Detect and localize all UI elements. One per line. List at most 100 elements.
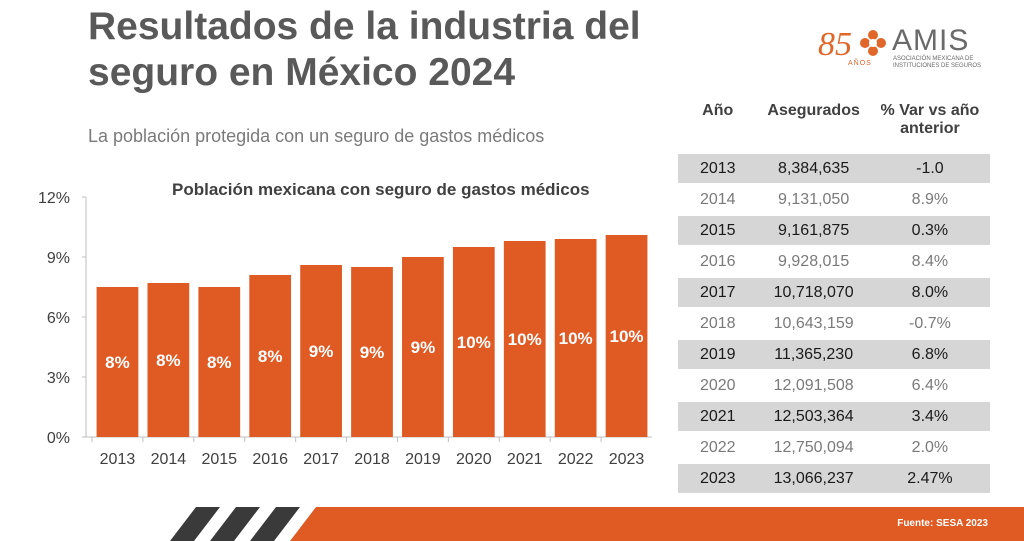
page-title-line-1: Resultados de la industria del (88, 5, 641, 48)
flower-icon (860, 30, 886, 56)
cell-insured: 10,718,070 (757, 276, 870, 308)
table-row: 2017 10,718,070 8.0% (678, 276, 990, 308)
bar (554, 239, 597, 437)
x-tick-label: 2021 (507, 451, 543, 468)
data-label: 9% (411, 338, 436, 357)
cell-variation: 2.47% (869, 462, 990, 493)
table-row: 2019 11,365,230 6.8% (678, 338, 990, 370)
bar (96, 287, 139, 437)
bar (147, 283, 190, 437)
x-tick-label: 2018 (354, 451, 390, 468)
page-title-line-2: seguro en México 2024 (88, 51, 516, 94)
cell-year: 2013 (678, 152, 758, 184)
cell-year: 2022 (678, 431, 758, 463)
page-subtitle: La población protegida con un seguro de … (88, 126, 545, 146)
bar (605, 235, 648, 437)
x-tick-label: 2015 (201, 451, 237, 468)
y-tick-label: 12% (38, 190, 70, 207)
table-row: 2018 10,643,159 -0.7% (678, 307, 990, 339)
y-tick-label: 9% (47, 250, 70, 267)
table-header-row: Año Asegurados % Var vs año anterior (678, 96, 990, 153)
cell-insured: 8,384,635 (757, 152, 870, 184)
x-tick-label: 2019 (405, 451, 441, 468)
cell-year: 2018 (678, 307, 758, 339)
amis-logo: 85 AÑOS AMIS ASOCIACIÓN MEXICANA DE INST… (818, 24, 988, 74)
column-header-year: Año (702, 102, 734, 119)
cell-insured: 12,750,094 (757, 431, 870, 463)
data-label: 8% (105, 353, 130, 372)
data-label: 9% (309, 342, 334, 361)
table-row: 2020 12,091,508 6.4% (678, 369, 990, 401)
column-header-insured: Asegurados (767, 102, 860, 119)
cell-variation: 8.4% (869, 245, 990, 277)
cell-insured: 10,643,159 (757, 307, 870, 339)
cell-variation: 8.9% (869, 183, 990, 215)
bar-chart: 0% 3% 6% 9% 12% 8% 2013 8% 2014 8% 2015 8% 2016 9% 201… (38, 190, 652, 468)
cell-year: 2019 (678, 338, 758, 370)
data-label: 10% (457, 333, 491, 352)
cell-insured: 12,091,508 (757, 369, 870, 401)
table-row: 2016 9,928,015 8.4% (678, 245, 990, 277)
cell-year: 2021 (678, 400, 758, 432)
y-tick-label: 0% (47, 430, 70, 447)
data-label: 9% (360, 343, 385, 362)
cell-variation: 6.8% (869, 338, 990, 370)
table-row: 2013 8,384,635 -1.0 (678, 152, 990, 184)
table-row: 2023 13,066,237 2.47% (678, 462, 990, 493)
cell-insured: 9,131,050 (757, 183, 870, 215)
cell-year: 2014 (678, 183, 758, 215)
bar (198, 287, 241, 437)
bar (300, 265, 342, 437)
cell-variation: 2.0% (869, 431, 990, 463)
x-tick-label: 2014 (151, 451, 187, 468)
cell-variation: -0.7% (869, 307, 990, 339)
bar (402, 257, 444, 437)
column-header-variation: % Var vs año anterior (880, 102, 980, 137)
cell-variation: 8.0% (869, 276, 990, 308)
x-tick-label: 2023 (609, 451, 645, 468)
footer-bar (170, 507, 1024, 541)
bar (249, 275, 292, 437)
cell-insured: 9,928,015 (757, 245, 870, 277)
cell-year: 2017 (678, 276, 758, 308)
bar (351, 267, 393, 437)
anniversary-number: 85 (818, 26, 852, 63)
cell-insured: 11,365,230 (757, 338, 870, 370)
cell-year: 2020 (678, 369, 758, 401)
cell-variation: 3.4% (869, 400, 990, 432)
cell-year: 2016 (678, 245, 758, 277)
cell-insured: 9,161,875 (757, 214, 870, 246)
cell-variation: -1.0 (869, 152, 990, 184)
cell-year: 2015 (678, 214, 758, 246)
data-label: 10% (508, 330, 542, 349)
brand-subtitle: ASOCIACIÓN MEXICANA DE INSTITUCIONES DE … (893, 56, 982, 69)
data-label: 8% (207, 353, 232, 372)
x-tick-label: 2016 (252, 451, 288, 468)
cell-insured: 13,066,237 (757, 462, 870, 493)
data-label: 10% (559, 329, 593, 348)
x-tick-label: 2017 (303, 451, 339, 468)
cell-variation: 6.4% (869, 369, 990, 401)
y-tick-label: 3% (47, 370, 70, 387)
table-row: 2015 9,161,875 0.3% (678, 214, 990, 246)
cell-year: 2023 (678, 462, 758, 493)
bar (452, 247, 495, 437)
x-tick-label: 2013 (100, 451, 136, 468)
source-note: Fuente: SESA 2023 (897, 518, 988, 529)
insured-table: Año Asegurados % Var vs año anterior 201… (678, 96, 990, 493)
x-tick-label: 2022 (558, 451, 594, 468)
y-tick-label: 6% (47, 310, 70, 327)
table-row: 2021 12,503,364 3.4% (678, 400, 990, 432)
data-label: 8% (258, 347, 283, 366)
data-label: 8% (156, 351, 181, 370)
brand-name: AMIS (892, 24, 970, 57)
cell-insured: 12,503,364 (757, 400, 870, 432)
x-tick-label: 2020 (456, 451, 492, 468)
page-title: Resultados de la industria del seguro en… (88, 4, 641, 96)
table-row: 2022 12,750,094 2.0% (678, 431, 990, 463)
anniversary-sub: AÑOS (848, 60, 872, 67)
table-row: 2014 9,131,050 8.9% (678, 183, 990, 215)
chart-title: Población mexicana con seguro de gastos … (172, 180, 590, 199)
cell-variation: 0.3% (869, 214, 990, 246)
bar (503, 241, 546, 437)
